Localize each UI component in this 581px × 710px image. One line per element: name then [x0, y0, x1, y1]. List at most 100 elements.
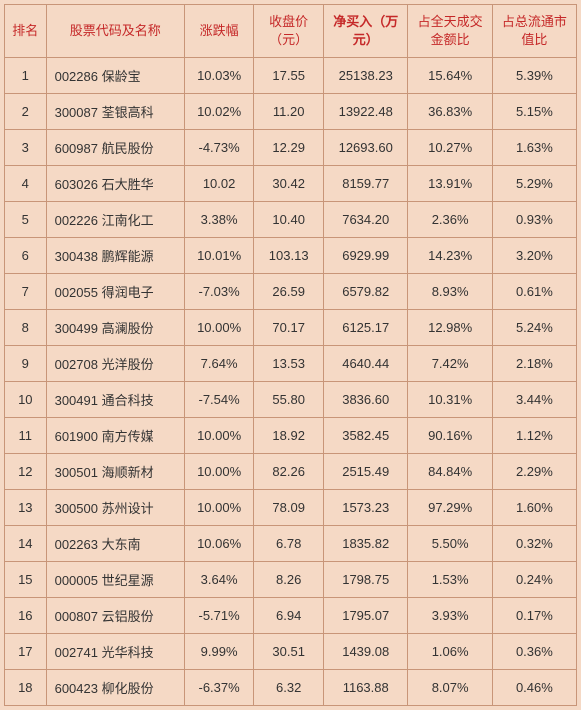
cell-turnover: 2.36%: [408, 202, 492, 238]
cell-rank: 14: [5, 526, 47, 562]
cell-close: 6.94: [254, 598, 324, 634]
cell-turnover: 8.93%: [408, 274, 492, 310]
cell-rank: 18: [5, 670, 47, 706]
col-header-turnover: 占全天成交金额比: [408, 5, 492, 58]
cell-rank: 7: [5, 274, 47, 310]
cell-rank: 13: [5, 490, 47, 526]
cell-rank: 6: [5, 238, 47, 274]
cell-close: 8.26: [254, 562, 324, 598]
cell-turnover: 12.98%: [408, 310, 492, 346]
cell-turnover: 13.91%: [408, 166, 492, 202]
cell-stock: 600987 航民股份: [46, 130, 184, 166]
cell-turnover: 97.29%: [408, 490, 492, 526]
table-row: 18600423 柳化股份-6.37%6.321163.888.07%0.46%: [5, 670, 577, 706]
cell-turnover: 36.83%: [408, 94, 492, 130]
col-header-close: 收盘价（元）: [254, 5, 324, 58]
cell-close: 103.13: [254, 238, 324, 274]
cell-netbuy: 8159.77: [323, 166, 408, 202]
cell-rank: 3: [5, 130, 47, 166]
cell-float: 3.20%: [492, 238, 576, 274]
cell-close: 26.59: [254, 274, 324, 310]
cell-close: 13.53: [254, 346, 324, 382]
cell-stock: 300087 荃银高科: [46, 94, 184, 130]
table-row: 1002286 保龄宝10.03%17.5525138.2315.64%5.39…: [5, 58, 577, 94]
cell-stock: 300500 苏州设计: [46, 490, 184, 526]
table-row: 14002263 大东南10.06%6.781835.825.50%0.32%: [5, 526, 577, 562]
table-row: 11601900 南方传媒10.00%18.923582.4590.16%1.1…: [5, 418, 577, 454]
table-row: 7002055 得润电子-7.03%26.596579.828.93%0.61%: [5, 274, 577, 310]
cell-close: 10.40: [254, 202, 324, 238]
table-row: 17002741 光华科技9.99%30.511439.081.06%0.36%: [5, 634, 577, 670]
cell-netbuy: 6125.17: [323, 310, 408, 346]
cell-close: 82.26: [254, 454, 324, 490]
cell-change: -5.71%: [184, 598, 254, 634]
cell-change: 3.64%: [184, 562, 254, 598]
cell-float: 1.60%: [492, 490, 576, 526]
table-header: 排名股票代码及名称涨跌幅收盘价（元）净买入（万元）占全天成交金额比占总流通市值比: [5, 5, 577, 58]
cell-stock: 600423 柳化股份: [46, 670, 184, 706]
cell-netbuy: 3836.60: [323, 382, 408, 418]
cell-close: 55.80: [254, 382, 324, 418]
cell-float: 0.61%: [492, 274, 576, 310]
cell-rank: 5: [5, 202, 47, 238]
table-row: 3600987 航民股份-4.73%12.2912693.6010.27%1.6…: [5, 130, 577, 166]
cell-stock: 002055 得润电子: [46, 274, 184, 310]
cell-netbuy: 6579.82: [323, 274, 408, 310]
cell-stock: 002708 光洋股份: [46, 346, 184, 382]
cell-change: 7.64%: [184, 346, 254, 382]
cell-float: 5.24%: [492, 310, 576, 346]
header-row: 排名股票代码及名称涨跌幅收盘价（元）净买入（万元）占全天成交金额比占总流通市值比: [5, 5, 577, 58]
table-row: 12300501 海顺新材10.00%82.262515.4984.84%2.2…: [5, 454, 577, 490]
cell-change: 10.03%: [184, 58, 254, 94]
col-header-change: 涨跌幅: [184, 5, 254, 58]
cell-change: 10.00%: [184, 418, 254, 454]
table-row: 8300499 高澜股份10.00%70.176125.1712.98%5.24…: [5, 310, 577, 346]
table-row: 4603026 石大胜华10.0230.428159.7713.91%5.29%: [5, 166, 577, 202]
table-row: 10300491 通合科技-7.54%55.803836.6010.31%3.4…: [5, 382, 577, 418]
cell-turnover: 5.50%: [408, 526, 492, 562]
cell-stock: 300501 海顺新材: [46, 454, 184, 490]
cell-rank: 12: [5, 454, 47, 490]
cell-rank: 15: [5, 562, 47, 598]
cell-change: 10.00%: [184, 490, 254, 526]
cell-float: 0.46%: [492, 670, 576, 706]
table-row: 9002708 光洋股份7.64%13.534640.447.42%2.18%: [5, 346, 577, 382]
cell-turnover: 10.27%: [408, 130, 492, 166]
cell-stock: 000807 云铝股份: [46, 598, 184, 634]
cell-float: 0.93%: [492, 202, 576, 238]
cell-change: 10.00%: [184, 454, 254, 490]
cell-stock: 603026 石大胜华: [46, 166, 184, 202]
cell-change: 3.38%: [184, 202, 254, 238]
cell-float: 0.17%: [492, 598, 576, 634]
cell-netbuy: 1798.75: [323, 562, 408, 598]
cell-stock: 601900 南方传媒: [46, 418, 184, 454]
cell-netbuy: 1573.23: [323, 490, 408, 526]
cell-netbuy: 1163.88: [323, 670, 408, 706]
cell-rank: 2: [5, 94, 47, 130]
cell-close: 17.55: [254, 58, 324, 94]
cell-stock: 300491 通合科技: [46, 382, 184, 418]
cell-netbuy: 2515.49: [323, 454, 408, 490]
cell-stock: 000005 世纪星源: [46, 562, 184, 598]
table-row: 13300500 苏州设计10.00%78.091573.2397.29%1.6…: [5, 490, 577, 526]
col-header-rank: 排名: [5, 5, 47, 58]
cell-turnover: 3.93%: [408, 598, 492, 634]
cell-netbuy: 12693.60: [323, 130, 408, 166]
cell-close: 11.20: [254, 94, 324, 130]
cell-netbuy: 13922.48: [323, 94, 408, 130]
cell-rank: 8: [5, 310, 47, 346]
cell-close: 70.17: [254, 310, 324, 346]
cell-turnover: 8.07%: [408, 670, 492, 706]
cell-close: 6.78: [254, 526, 324, 562]
table-row: 15000005 世纪星源3.64%8.261798.751.53%0.24%: [5, 562, 577, 598]
cell-netbuy: 7634.20: [323, 202, 408, 238]
col-header-stock: 股票代码及名称: [46, 5, 184, 58]
cell-turnover: 90.16%: [408, 418, 492, 454]
cell-stock: 002226 江南化工: [46, 202, 184, 238]
cell-float: 2.18%: [492, 346, 576, 382]
cell-change: -6.37%: [184, 670, 254, 706]
col-header-netbuy: 净买入（万元）: [323, 5, 408, 58]
cell-change: -4.73%: [184, 130, 254, 166]
cell-close: 30.42: [254, 166, 324, 202]
cell-change: -7.03%: [184, 274, 254, 310]
